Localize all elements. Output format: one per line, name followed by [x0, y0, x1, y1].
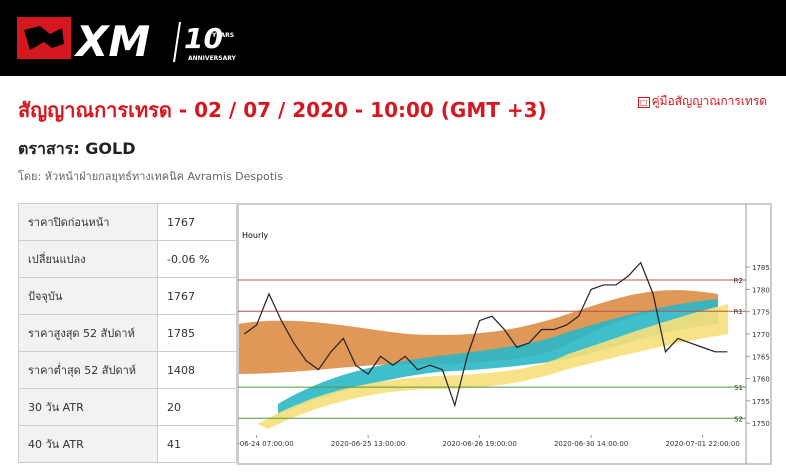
cell-value: 1408: [157, 351, 237, 389]
y-tick-label: 1780: [752, 286, 770, 294]
table-row: 30 วัน ATR 20: [18, 388, 237, 426]
y-tick-label: 1755: [752, 398, 770, 406]
indicator-band: [278, 299, 718, 414]
guide-link-text[interactable]: คู่มือสัญญาณการเทรด: [651, 94, 768, 108]
cell-label: ราคาสูงสุด 52 สัปดาห์: [18, 314, 158, 352]
logo: XM 10 YEARS ANNIVERSARY: [17, 17, 237, 66]
cell-label: ราคาต่ำสุด 52 สัปดาห์: [18, 351, 158, 389]
page-title: สัญญาณการเทรด - 02 / 07 / 2020 - 10:00 (…: [18, 98, 547, 122]
table-row: ปัจจุบัน 1767: [18, 277, 237, 315]
chart: Hourly 1750 1755 1760 1765 1770 1775 1780 1785 R2…: [237, 203, 772, 465]
guide-link[interactable]: □ คู่มือสัญญาณการเทรด: [638, 92, 767, 111]
y-tick-label: 1750: [752, 420, 770, 428]
table-row: ราคาต่ำสุด 52 สัปดาห์ 1408: [18, 351, 237, 389]
cell-value: 20: [157, 388, 237, 426]
logo-text: XM: [73, 17, 150, 66]
level-label: R1: [734, 308, 743, 316]
badge-years: YEARS: [211, 32, 234, 39]
table-row: 40 วัน ATR 41: [18, 425, 237, 463]
x-tick-label: 2020-06-26 19:00:00: [442, 440, 516, 448]
cell-label: 30 วัน ATR: [18, 388, 158, 426]
table-row: เปลี่ยนแปลง -0.06 %: [18, 240, 237, 278]
x-tick-label: 2020-06-24 07:00:00: [237, 440, 294, 448]
logo-bull: [24, 26, 64, 50]
x-tick-label: 2020-06-25 13:00:00: [331, 440, 405, 448]
y-tick-label: 1775: [752, 309, 770, 317]
y-tick-label: 1785: [752, 264, 770, 272]
cell-label: 40 วัน ATR: [18, 425, 158, 463]
chart-frame: [238, 204, 771, 464]
cell-label: ปัจจุบัน: [18, 277, 158, 315]
level-label: S2: [734, 415, 743, 423]
price-line: [243, 261, 728, 408]
badge-text: ANNIVERSARY: [188, 55, 237, 62]
table-row: ราคาสูงสุด 52 สัปดาห์ 1785: [18, 314, 237, 352]
cell-value: 1767: [157, 277, 237, 315]
cell-value: 1767: [157, 203, 237, 241]
cell-label: ราคาปิดก่อนหน้า: [18, 203, 158, 241]
level-label: S1: [734, 384, 743, 392]
pdf-icon: □: [638, 97, 650, 108]
cell-value: 1785: [157, 314, 237, 352]
author: โดย: หัวหน้าฝ่ายกลยุทธ์ทางเทคนิค Avramis…: [18, 170, 283, 183]
header: XM 10 YEARS ANNIVERSARY: [0, 0, 786, 76]
stats-table: ราคาปิดก่อนหน้า 1767 เปลี่ยนแปลง -0.06 % ปัจ…: [18, 203, 237, 463]
cell-value: -0.06 %: [157, 240, 237, 278]
cell-value: 41: [157, 425, 237, 463]
table-row: ราคาปิดก่อนหน้า 1767: [18, 203, 237, 241]
x-tick-label: 2020-06-30 14:00:00: [554, 440, 628, 448]
y-tick-label: 1760: [752, 376, 770, 384]
chart-title: Hourly: [242, 231, 268, 240]
badge-number: 10: [184, 22, 223, 55]
y-tick-label: 1770: [752, 331, 770, 339]
x-tick-label: 2020-07-01 22:00:00: [665, 440, 739, 448]
level-label: R2: [734, 277, 743, 285]
instrument: ตราสาร: GOLD: [18, 139, 136, 158]
cell-label: เปลี่ยนแปลง: [18, 240, 158, 278]
logo-divider: [173, 21, 181, 63]
y-tick-label: 1765: [752, 353, 770, 361]
